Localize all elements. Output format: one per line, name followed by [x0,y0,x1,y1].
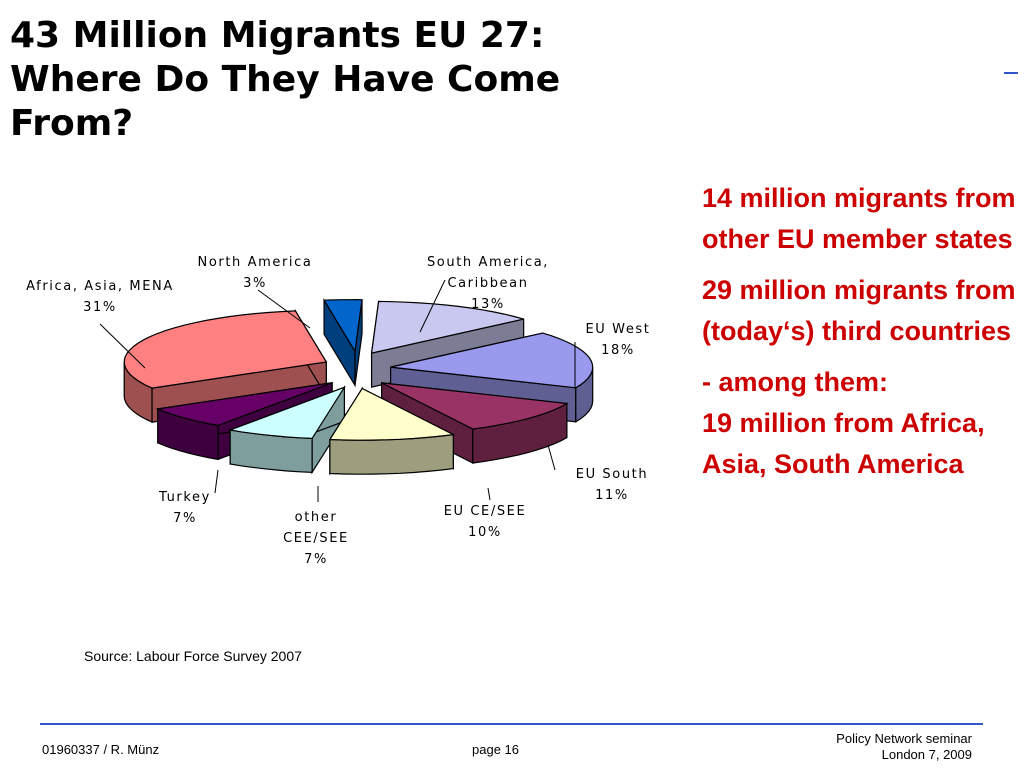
slice-label-eu-ce-see: EU CE/SEE 10% [444,504,527,540]
leader-line-north-america [257,289,311,329]
pie-slice-other-cee-see [227,385,346,475]
slice-label-turkey: Turkey 7% [158,490,211,526]
side-para-third-countries: 29 million migrants from (today‘s) third… [702,275,1016,346]
source-note: Source: Labour Force Survey 2007 [84,648,302,664]
slide-title: 43 Million Migrants EU 27: Where Do They… [10,14,710,146]
title-line-2: Where Do They Have Come [10,59,561,100]
leader-line-africa-asia-mena [99,323,146,369]
pie-slice-north-america [323,298,363,388]
footer-page-number: page 16 [472,742,519,757]
pie-slice-eu-ce-see [328,386,456,476]
title-line-1: 43 Million Migrants EU 27: [10,15,545,56]
slice-label-eu-west: EU West 18% [585,322,650,358]
leader-line-eu-south [547,444,556,471]
slice-label-other-cee-see: other CEE/SEE 7% [283,510,349,567]
footer-author-id: 01960337 / R. Münz [42,742,160,757]
slice-label-africa-asia-mena: Africa, Asia, MENA 31% [26,279,174,315]
slice-label-north-america: North America 3% [198,255,313,291]
footer-event-line-2: London 7, 2009 [881,747,972,762]
side-text: 14 million migrants from other EU member… [702,178,1022,495]
pie-chart: South America, Caribbean 13% EU West 18% EU S… [26,255,650,567]
pie-slice-africa-asia-mena [123,308,328,424]
footer-rule [40,723,983,725]
side-para-eu: 14 million migrants from other EU member… [702,183,1016,254]
side-para-among-them-lead: - among them: [702,367,888,397]
leader-line-eu-ce-see [487,487,491,501]
leader-line-south-america-caribbean [419,279,446,333]
footer-event-line-1: Policy Network seminar [836,731,972,746]
title-line-3: From? [10,103,134,144]
accent-line [1004,72,1018,74]
footer-event: Policy Network seminar London 7, 2009 [836,731,972,763]
leader-line-turkey [214,469,219,494]
side-para-among-them-detail: 19 million from Africa, Asia, South Amer… [702,408,985,479]
side-para-among-them: - among them: 19 million from Africa, As… [702,362,1022,485]
slice-label-eu-south: EU South 11% [576,467,648,503]
slice-label-south-america-caribbean: South America, Caribbean 13% [427,255,549,312]
